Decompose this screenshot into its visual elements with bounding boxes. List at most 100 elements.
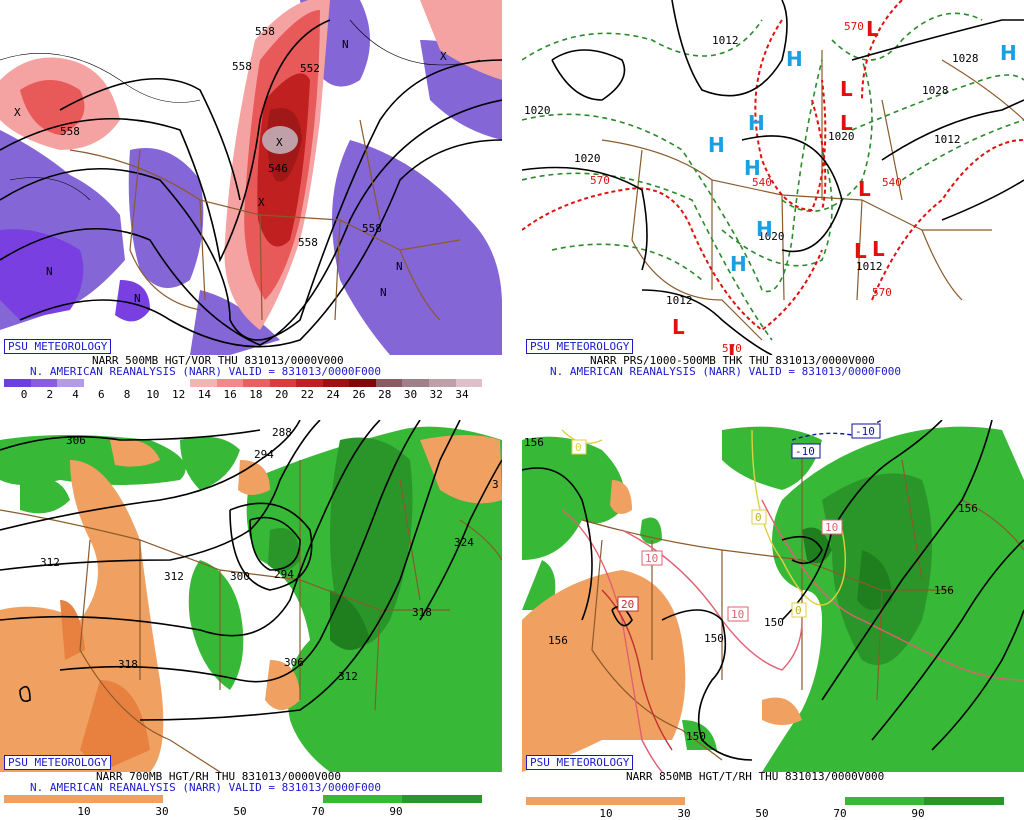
thickness-label: 540 [882,176,902,189]
high-pressure-marker: H [730,252,747,276]
scale-swatch [110,379,137,387]
scale-label: 24 [326,388,340,401]
rh-700mb-map: 306 288 294 312 312 300 294 324 318 318 … [0,420,502,772]
psu-meteorology-badge: PSU METEOROLOGY [526,755,634,770]
low-pressure-marker: L [872,237,885,261]
rh-color-scale [526,797,1005,805]
max-marker: X [276,136,283,149]
isotherm-label: -10 [795,445,815,458]
scale-label: 8 [123,388,131,401]
contour-label: 558 [60,125,80,138]
scale-swatch [83,379,111,387]
contour-label: 318 [118,658,138,671]
scale-label: 28 [378,388,392,401]
pressure-thickness-map: 1012 1028 1020 1020 1028 1020 1012 1012 … [522,0,1024,355]
low-pressure-marker: L [858,177,871,201]
high-pressure-marker: H [1000,41,1017,65]
scale-label: 32 [429,388,443,401]
scale-swatch [269,379,297,387]
vorticity-color-scale [4,379,483,387]
low-marker: L [1004,764,1011,772]
panel-500mb-vorticity: 558 558 552 546 558 558 558 N N X X N N … [0,0,502,401]
low-pressure-marker: L [672,315,685,339]
contour-label: 312 [338,670,358,683]
scale-swatch [429,379,456,387]
contour-label: 552 [300,62,320,75]
isotherm-label: 10 [825,521,838,534]
scale-label: 30 [155,805,169,818]
thickness-label: 540 [752,176,772,189]
scale-label: 26 [352,388,366,401]
scale-swatch [402,379,429,387]
low-pressure-marker: L [840,111,853,135]
max-marker: X [440,50,447,63]
min-marker: N [396,260,403,273]
rh-scale-labels: 10 30 50 70 90 [4,806,482,818]
thickness-label: 570 [722,342,742,355]
scale-label: 2 [46,388,54,401]
isobar-label: 1020 [828,130,855,143]
contour-label: 312 [40,556,60,569]
thickness-label: 570 [872,286,892,299]
scale-label: 0 [20,388,28,401]
min-marker: N [134,292,141,305]
contour-label: 150 [686,730,706,743]
high-pressure-marker: H [756,217,773,241]
contour-label: 288 [272,426,292,439]
isobar-label: 1012 [934,133,961,146]
psu-meteorology-badge: PSU METEOROLOGY [526,339,634,354]
contour-label: 324 [454,536,474,549]
rh-color-scale [4,795,483,803]
min-marker: N [46,265,53,278]
scale-label: 70 [833,807,847,820]
scale-label: 18 [249,388,263,401]
scale-label: 20 [275,388,289,401]
contour-label: 306 [66,434,86,447]
product-subtitle: N. AMERICAN REANALYSIS (NARR) VALID = 83… [30,365,381,378]
high-pressure-marker: H [708,133,725,157]
vorticity-scale-labels: 0 2 4 6 8 10 12 14 16 18 20 22 24 26 28 30 32 34 [4,389,482,401]
product-subtitle: N. AMERICAN REANALYSIS (NARR) VALID = 83… [30,781,381,794]
scale-label: 30 [677,807,691,820]
low-pressure-marker: L [840,77,853,101]
scale-label: 10 [599,807,613,820]
scale-swatch [216,379,244,387]
max-marker: X [258,196,265,209]
high-pressure-marker: H [786,47,803,71]
scale-swatch [375,379,403,387]
isobar-label: 1020 [524,104,551,117]
low-pressure-marker: L [854,239,867,263]
thickness-label: 570 [590,174,610,187]
contour-label: 156 [934,584,954,597]
scale-label: 22 [300,388,315,401]
isotherm-label: 0 [795,604,802,617]
thickness-label: 570 [844,20,864,33]
isotherm-label: 10 [731,608,744,621]
contour-label: 150 [764,616,784,629]
scale-label: 50 [755,807,769,820]
psu-meteorology-badge: PSU METEOROLOGY [4,339,112,354]
scale-swatch [163,379,190,387]
rh-scale-labels: 10 30 50 70 90 [526,808,1004,820]
high-pressure-marker: H [744,156,761,180]
contour-label: 294 [274,568,294,581]
isobar-label: 1028 [952,52,979,65]
scale-label: 10 [146,388,160,401]
isobar-label: 1012 [666,294,693,307]
min-marker: N [380,286,387,299]
panel-850mb-temp-rh: 156 150 150 150 156 156 156 L -10 0 0 10… [522,420,1024,820]
scale-label: 6 [97,388,105,401]
isobar-label: 1012 [712,34,739,47]
scale-swatch [322,379,350,387]
isotherm-label: 0 [575,441,582,454]
scale-swatch [136,379,164,387]
contour-label: 306 [284,656,304,669]
scale-label: 70 [311,805,325,818]
scale-label: 34 [455,388,469,401]
min-marker: N [342,38,349,51]
panel-sfc-pressure-thickness: 1012 1028 1020 1020 1028 1020 1012 1012 … [522,0,1024,400]
scale-label: 14 [197,388,211,401]
contour-label: 300 [230,570,250,583]
product-subtitle: N. AMERICAN REANALYSIS (NARR) VALID = 83… [550,365,901,378]
contour-label: 558 [362,222,382,235]
